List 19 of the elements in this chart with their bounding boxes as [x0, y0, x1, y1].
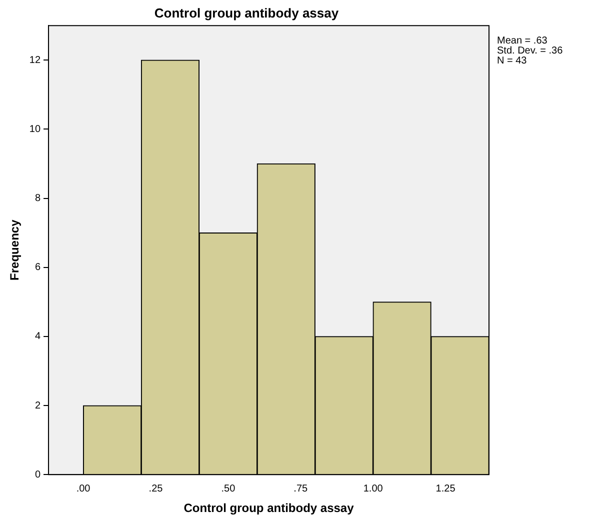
- x-tick-label: 1.25: [436, 483, 456, 494]
- x-tick-label: .75: [294, 483, 308, 494]
- text: Mean = .63: [497, 35, 548, 46]
- x-tick-label: .00: [76, 483, 91, 494]
- y-tick-label: 6: [34, 262, 41, 274]
- x-tick-label: .50: [221, 483, 236, 494]
- y-tick-label: 2: [34, 400, 41, 412]
- x-axis-title: Control group antibody assay: [184, 501, 354, 516]
- text: Std. Dev. = .36: [497, 45, 564, 56]
- y-tick-label: 10: [29, 124, 41, 135]
- text: N = 43: [497, 55, 528, 66]
- y-tick-label: 4: [34, 331, 41, 342]
- y-tick-label: 8: [34, 193, 41, 204]
- x-tick-label: .25: [148, 483, 164, 494]
- chart-title: Control group antibody assay: [154, 5, 340, 20]
- x-tick-label: 1.00: [363, 483, 384, 494]
- y-tick-label: 12: [29, 54, 41, 66]
- y-tick-label: 0: [34, 469, 41, 480]
- y-axis-title: Frequency: [8, 219, 22, 280]
